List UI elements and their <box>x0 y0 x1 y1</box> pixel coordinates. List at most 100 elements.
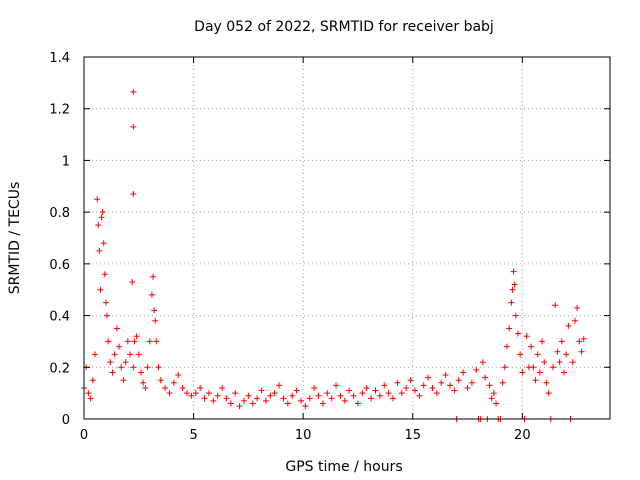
data-point <box>580 335 587 342</box>
data-point <box>433 390 440 397</box>
y-axis-title: SRMTID / TECUs <box>7 182 23 295</box>
data-point <box>130 364 137 371</box>
data-point <box>411 387 418 394</box>
data-point <box>131 338 138 345</box>
data-point <box>95 222 102 229</box>
plot-frame <box>83 56 611 420</box>
x-tick-label: 10 <box>295 428 312 443</box>
data-point <box>398 390 405 397</box>
data-point <box>523 333 530 340</box>
data-point <box>543 379 550 386</box>
data-point <box>201 395 208 402</box>
y-tick-label: 0.8 <box>49 206 70 221</box>
data-point <box>315 392 322 399</box>
data-point <box>188 392 195 399</box>
chart-title: Day 052 of 2022, SRMTID for receiver bab… <box>194 19 494 35</box>
data-point <box>129 278 136 285</box>
data-point <box>486 382 493 389</box>
y-tick-label: 0 <box>62 413 70 428</box>
data-point <box>574 304 581 311</box>
data-point <box>89 377 96 384</box>
data-point <box>254 395 261 402</box>
data-point <box>576 338 583 345</box>
data-point <box>245 392 252 399</box>
data-point <box>455 377 462 384</box>
data-point <box>306 395 313 402</box>
data-point <box>258 387 265 394</box>
data-point <box>451 387 458 394</box>
data-point <box>536 369 543 376</box>
data-point <box>152 317 159 324</box>
data-point <box>479 359 486 366</box>
data-point <box>85 390 92 397</box>
data-point <box>140 379 147 386</box>
data-point <box>155 364 162 371</box>
data-point <box>311 384 318 391</box>
data-point <box>376 392 383 399</box>
data-point <box>438 379 445 386</box>
data-point <box>359 390 366 397</box>
data-point <box>532 377 539 384</box>
data-point <box>460 369 467 376</box>
data-point <box>133 333 140 340</box>
data-point <box>368 395 375 402</box>
data-point <box>420 382 427 389</box>
data-point <box>509 286 516 293</box>
data-point <box>94 196 101 203</box>
data-point <box>425 374 432 381</box>
y-tick-label: 0.4 <box>49 310 70 325</box>
data-point <box>442 372 449 379</box>
data-point <box>111 351 118 358</box>
data-point <box>333 382 340 389</box>
data-point <box>210 397 217 404</box>
data-point <box>219 384 226 391</box>
data-point <box>99 209 106 216</box>
data-point <box>510 268 517 275</box>
data-point <box>569 359 576 366</box>
data-point <box>118 364 125 371</box>
data-point <box>227 400 234 407</box>
data-point <box>144 364 151 371</box>
data-point <box>280 395 287 402</box>
data-point <box>556 359 563 366</box>
data-point <box>488 395 495 402</box>
data-point <box>530 364 537 371</box>
data-point <box>97 286 104 293</box>
data-point <box>146 338 153 345</box>
data-point <box>223 395 230 402</box>
y-tick-label: 1 <box>62 154 70 169</box>
x-tick-label: 20 <box>514 428 531 443</box>
data-point <box>127 351 134 358</box>
data-point <box>284 400 291 407</box>
x-tick-label: 0 <box>80 428 88 443</box>
data-point <box>571 317 578 324</box>
data-point <box>166 390 173 397</box>
data-point <box>512 312 519 319</box>
data-point <box>501 364 508 371</box>
data-point <box>162 384 169 391</box>
data-point <box>346 387 353 394</box>
data-point <box>236 403 243 410</box>
data-point <box>503 343 510 350</box>
data-point <box>184 390 191 397</box>
data-point <box>381 382 388 389</box>
data-point <box>148 291 155 298</box>
data-point <box>276 382 283 389</box>
data-point <box>289 392 296 399</box>
data-point <box>205 390 212 397</box>
data-point <box>341 397 348 404</box>
data-point <box>214 392 221 399</box>
data-point <box>499 379 506 386</box>
data-point <box>297 397 304 404</box>
data-point <box>539 338 546 345</box>
data-point <box>151 307 158 314</box>
data-point <box>550 364 557 371</box>
data-point <box>130 123 137 130</box>
x-tick-label: 15 <box>404 428 421 443</box>
data-point <box>240 397 247 404</box>
data-point <box>519 369 526 376</box>
data-point <box>354 400 361 407</box>
y-tick-label: 0.6 <box>49 258 70 273</box>
data-point <box>302 403 309 410</box>
data-point <box>328 395 335 402</box>
